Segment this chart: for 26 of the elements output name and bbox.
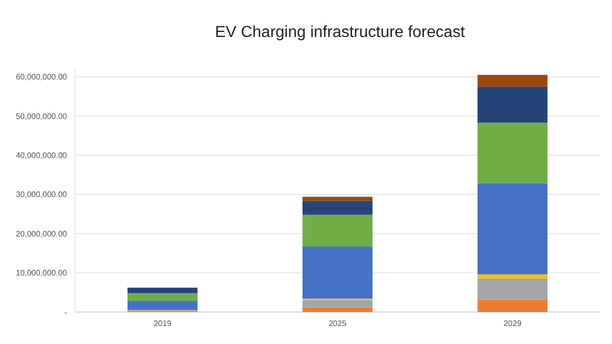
x-tick-label: 2019 <box>154 319 172 328</box>
x-tick-label: 2029 <box>504 319 522 328</box>
bar <box>478 86 548 123</box>
bar <box>478 122 548 184</box>
bar <box>128 288 198 294</box>
bar <box>302 246 372 299</box>
bar <box>302 214 372 247</box>
bar <box>302 307 372 312</box>
bar <box>302 200 372 215</box>
y-tick-label: 30,000,000.00 <box>16 190 68 200</box>
x-tick-label: 2025 <box>328 319 347 328</box>
y-tick-label: 40,000,000.00 <box>16 151 68 160</box>
bar <box>302 300 372 308</box>
bar <box>128 300 198 310</box>
y-tick-label: 50,000,000.00 <box>16 112 68 121</box>
y-tick-label: 60,000,000.00 <box>16 72 68 82</box>
y-tick-label: 20,000,000.00 <box>16 229 68 238</box>
y-tick-label: - <box>64 308 68 317</box>
chart-title: EV Charging infrastructure forecast <box>215 24 466 41</box>
bar <box>478 300 548 312</box>
bar <box>128 293 198 301</box>
bar <box>478 183 548 274</box>
y-tick-label: 10,000,000.00 <box>16 268 68 278</box>
bar <box>478 274 548 278</box>
bar <box>478 278 548 300</box>
bar <box>478 74 548 87</box>
